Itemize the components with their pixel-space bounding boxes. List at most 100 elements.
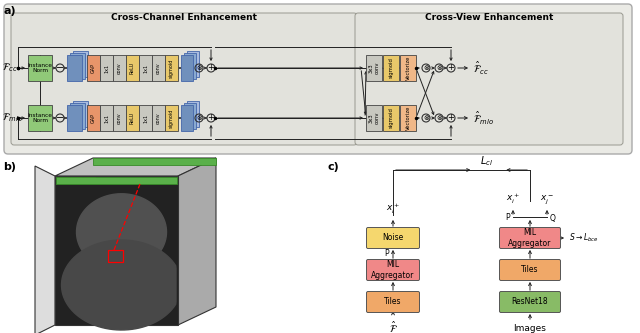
Text: $\mathcal{F}_{mlo}$: $\mathcal{F}_{mlo}$ (2, 112, 23, 125)
Text: P: P (385, 249, 389, 258)
FancyBboxPatch shape (73, 101, 88, 127)
Text: ⊗: ⊗ (196, 65, 202, 71)
FancyBboxPatch shape (113, 55, 126, 81)
Text: $\mathcal{F}$: $\mathcal{F}$ (526, 268, 534, 278)
Text: ⊗: ⊗ (436, 65, 442, 71)
Polygon shape (35, 166, 55, 333)
FancyBboxPatch shape (499, 227, 561, 248)
Text: ⊗: ⊗ (423, 65, 429, 71)
Polygon shape (178, 158, 216, 325)
Text: $\hat{\mathcal{F}}$: $\hat{\mathcal{F}}$ (388, 320, 397, 333)
Bar (108, 250, 123, 262)
Text: ReLU: ReLU (130, 112, 135, 124)
Text: a): a) (3, 6, 15, 16)
Text: conv: conv (117, 62, 122, 74)
Text: 1x1: 1x1 (143, 64, 148, 73)
Text: Vectorize: Vectorize (406, 56, 410, 80)
FancyBboxPatch shape (83, 177, 95, 183)
Text: conv: conv (156, 112, 161, 124)
Text: 3x3
conv: 3x3 conv (369, 112, 380, 124)
FancyBboxPatch shape (184, 53, 196, 79)
Text: $x_j^-$: $x_j^-$ (540, 193, 554, 206)
FancyBboxPatch shape (367, 259, 419, 280)
FancyBboxPatch shape (100, 105, 113, 131)
Text: c): c) (328, 162, 340, 172)
Text: 1x1: 1x1 (104, 114, 109, 123)
Text: P: P (506, 213, 510, 222)
Text: +: + (207, 114, 214, 123)
Polygon shape (93, 158, 216, 165)
FancyBboxPatch shape (70, 103, 85, 129)
Text: Instance
Norm: Instance Norm (28, 63, 52, 73)
Text: +: + (447, 114, 454, 123)
Text: Vectorize: Vectorize (406, 106, 410, 130)
Text: MIL
Aggregator: MIL Aggregator (508, 228, 552, 248)
FancyBboxPatch shape (355, 13, 623, 145)
FancyBboxPatch shape (139, 105, 152, 131)
FancyBboxPatch shape (87, 105, 100, 131)
Polygon shape (77, 194, 166, 270)
Text: 1x1: 1x1 (143, 114, 148, 123)
FancyBboxPatch shape (187, 51, 199, 77)
Text: $x_i^+$: $x_i^+$ (506, 192, 520, 206)
Text: ⊗: ⊗ (423, 115, 429, 121)
FancyBboxPatch shape (67, 105, 82, 131)
Text: Tiles: Tiles (521, 265, 539, 274)
FancyBboxPatch shape (126, 55, 139, 81)
FancyBboxPatch shape (400, 55, 416, 81)
Text: sigmoid: sigmoid (169, 108, 174, 128)
FancyBboxPatch shape (11, 13, 357, 145)
Text: Images: Images (513, 324, 547, 333)
FancyBboxPatch shape (499, 259, 561, 280)
FancyBboxPatch shape (73, 51, 88, 77)
FancyBboxPatch shape (113, 105, 126, 131)
FancyBboxPatch shape (366, 105, 382, 131)
Text: Tiles: Tiles (384, 297, 402, 306)
FancyBboxPatch shape (70, 53, 85, 79)
FancyBboxPatch shape (165, 55, 178, 81)
FancyBboxPatch shape (383, 105, 399, 131)
Text: GAP: GAP (91, 63, 96, 73)
FancyBboxPatch shape (184, 103, 196, 129)
Text: ReLU: ReLU (130, 62, 135, 74)
Text: −: − (56, 113, 64, 123)
Text: Cross-Channel Enhancement: Cross-Channel Enhancement (111, 13, 257, 22)
Text: +: + (207, 64, 214, 73)
FancyBboxPatch shape (126, 105, 139, 131)
Text: 1x1: 1x1 (104, 64, 109, 73)
FancyBboxPatch shape (100, 55, 113, 81)
Polygon shape (61, 240, 176, 330)
Text: sigmoid: sigmoid (388, 108, 394, 129)
FancyBboxPatch shape (400, 105, 416, 131)
FancyBboxPatch shape (367, 291, 419, 312)
Text: $L_{cl}$: $L_{cl}$ (480, 154, 493, 168)
Text: ⊗: ⊗ (436, 115, 442, 121)
Text: GAP: GAP (91, 113, 96, 123)
FancyBboxPatch shape (367, 227, 419, 248)
FancyBboxPatch shape (70, 177, 82, 183)
FancyBboxPatch shape (139, 55, 152, 81)
Text: Cross-View Enhancement: Cross-View Enhancement (425, 13, 553, 22)
Text: $\mathcal{F}_{cc}$: $\mathcal{F}_{cc}$ (2, 62, 18, 74)
Text: $x_i^+$: $x_i^+$ (386, 202, 400, 216)
FancyBboxPatch shape (67, 55, 82, 81)
Text: +: + (447, 64, 454, 73)
Text: b): b) (3, 162, 16, 172)
Text: Instance
Norm: Instance Norm (28, 113, 52, 124)
Text: sigmoid: sigmoid (169, 58, 174, 78)
FancyBboxPatch shape (152, 55, 165, 81)
Text: ResNet18: ResNet18 (512, 297, 548, 306)
FancyBboxPatch shape (181, 55, 193, 81)
Text: $\hat{\mathcal{F}}_{mlo}$: $\hat{\mathcal{F}}_{mlo}$ (473, 110, 494, 127)
FancyBboxPatch shape (28, 55, 52, 81)
Text: conv: conv (156, 62, 161, 74)
FancyBboxPatch shape (165, 105, 178, 131)
Text: $S \rightarrow L_{bce}$: $S \rightarrow L_{bce}$ (569, 232, 599, 244)
Text: sigmoid: sigmoid (388, 58, 394, 79)
FancyBboxPatch shape (4, 4, 632, 154)
Polygon shape (56, 177, 177, 184)
Text: 3x3
conv: 3x3 conv (369, 62, 380, 74)
FancyBboxPatch shape (383, 55, 399, 81)
Polygon shape (55, 176, 178, 325)
Text: ⊗: ⊗ (196, 115, 202, 121)
